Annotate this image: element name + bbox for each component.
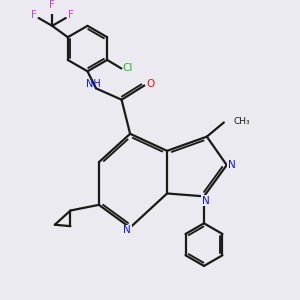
Text: CH₃: CH₃ xyxy=(234,116,250,125)
Text: Cl: Cl xyxy=(122,64,133,74)
Text: O: O xyxy=(146,79,155,89)
Text: F: F xyxy=(68,10,74,20)
Text: NH: NH xyxy=(86,79,101,89)
Text: F: F xyxy=(49,0,55,10)
Text: N: N xyxy=(123,225,131,236)
Text: F: F xyxy=(31,10,37,20)
Text: N: N xyxy=(202,196,209,206)
Text: N: N xyxy=(228,160,236,170)
